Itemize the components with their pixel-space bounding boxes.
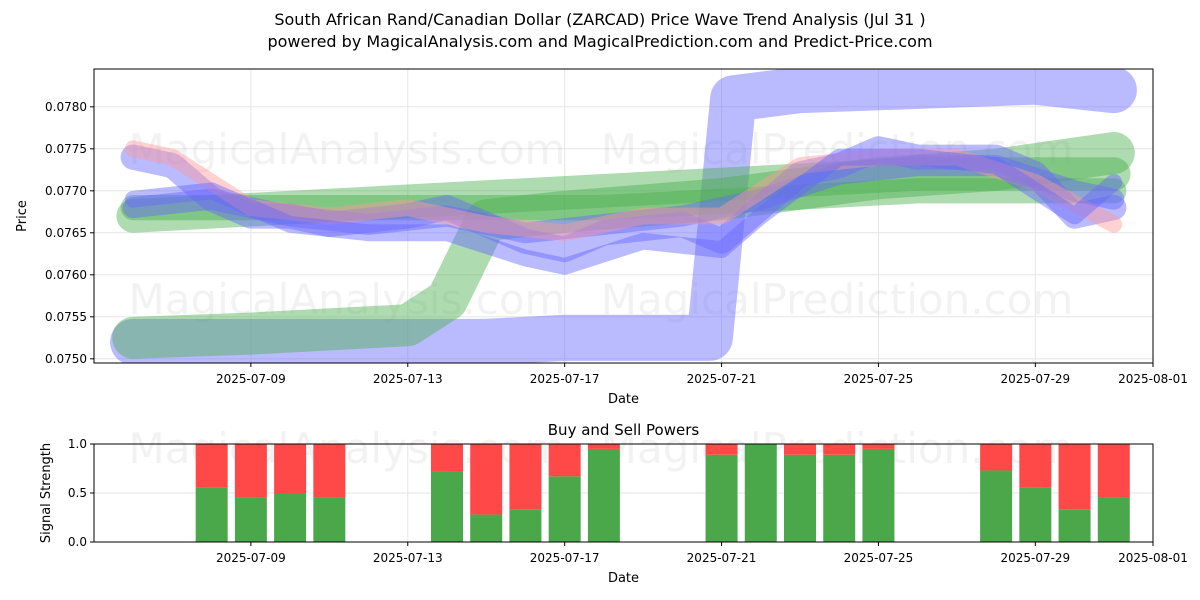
- sell-bar: [431, 444, 463, 472]
- sell-bar: [509, 444, 542, 510]
- buy-bar: [274, 493, 307, 542]
- price-band: [110, 69, 1137, 363]
- buy-bar: [313, 497, 346, 542]
- x-tick-label: 2025-07-13: [373, 372, 443, 386]
- x-tick-label: 2025-07-21: [687, 372, 757, 386]
- sell-bar: [1097, 444, 1130, 498]
- price-band: [124, 148, 1123, 275]
- y-tick-label: 0.5: [68, 486, 87, 500]
- x-tick-label: 2025-07-17: [530, 551, 600, 565]
- x-tick-label: 2025-07-21: [687, 551, 757, 565]
- buy-bar: [587, 448, 620, 542]
- buy-bar: [431, 471, 463, 542]
- buy-bar: [509, 509, 542, 542]
- top-plot-frame: [93, 68, 1154, 364]
- y-tick-label: 0.0760: [45, 268, 87, 282]
- price-band: [122, 155, 1125, 244]
- price-band: [116, 157, 1131, 233]
- y-tick-label: 0.0765: [45, 226, 87, 240]
- sell-bar: [862, 444, 895, 449]
- buy-bar: [1019, 487, 1052, 542]
- sell-bar: [548, 444, 581, 477]
- x-tick-label: 2025-07-29: [1000, 372, 1070, 386]
- buy-bar: [1097, 497, 1130, 542]
- y-tick-label: 0.0770: [45, 184, 87, 198]
- y-axis-label: Price: [15, 200, 30, 232]
- buy-bar: [744, 444, 777, 542]
- y-tick-label: 0.0755: [45, 310, 87, 324]
- buy-bar: [1058, 509, 1091, 542]
- price-band: [112, 132, 1135, 359]
- sell-bar: [587, 444, 620, 449]
- x-tick-label: 2025-07-09: [216, 551, 286, 565]
- sell-bar: [274, 444, 307, 493]
- watermark-text: MagicalAnalysis.com: [129, 125, 566, 174]
- buy-bar: [548, 476, 581, 542]
- price-bands: [110, 69, 1137, 363]
- sell-bar: [1058, 444, 1091, 510]
- buy-bar: [784, 454, 816, 542]
- chart-title: South African Rand/Canadian Dollar (ZARC…: [274, 10, 926, 29]
- buy-bar: [234, 497, 267, 542]
- x-axis-label: Date: [608, 392, 639, 407]
- y-tick-label: 0.0780: [45, 100, 87, 114]
- price-band: [120, 178, 1127, 221]
- price-band: [124, 140, 1123, 242]
- x-tick-label: 2025-07-25: [844, 372, 914, 386]
- y-tick-label: 0.0750: [45, 352, 87, 366]
- buy-bar: [470, 514, 503, 542]
- chart-subtitle: powered by MagicalAnalysis.com and Magic…: [267, 32, 933, 51]
- x-tick-label: 2025-08-01: [1118, 551, 1188, 565]
- price-band: [120, 136, 1127, 263]
- sell-bar: [705, 444, 738, 455]
- sell-bar: [823, 444, 856, 455]
- x-tick-label: 2025-08-01: [1118, 372, 1188, 386]
- bottom-chart-title: Buy and Sell Powers: [548, 421, 700, 439]
- sell-bar: [195, 444, 228, 488]
- sell-bar: [1019, 444, 1052, 488]
- x-tick-label: 2025-07-25: [844, 551, 914, 565]
- y-tick-label: 1.0: [68, 437, 87, 451]
- x-tick-label: 2025-07-13: [373, 551, 443, 565]
- x-tick-label: 2025-07-29: [1000, 551, 1070, 565]
- y-tick-label: 0.0775: [45, 142, 87, 156]
- sell-bar: [313, 444, 346, 498]
- buy-bar: [705, 454, 738, 542]
- watermark-text: MagicalPrediction.com: [601, 275, 1074, 324]
- buy-bar: [195, 487, 228, 542]
- buy-bar: [862, 448, 895, 542]
- sell-bar: [470, 444, 503, 515]
- watermark-text: MagicalAnalysis.com: [129, 275, 566, 324]
- y-axis-label: Signal Strength: [39, 443, 54, 543]
- x-tick-label: 2025-07-09: [216, 372, 286, 386]
- sell-bar: [234, 444, 267, 498]
- buy-bar: [823, 454, 856, 542]
- sell-bar: [784, 444, 816, 455]
- watermark-text: MagicalPrediction.com: [601, 125, 1074, 174]
- buy-bar: [980, 470, 1013, 542]
- y-tick-label: 0.0: [68, 535, 87, 549]
- x-axis-label: Date: [608, 571, 639, 586]
- sell-bar: [980, 444, 1013, 471]
- x-tick-label: 2025-07-17: [530, 372, 600, 386]
